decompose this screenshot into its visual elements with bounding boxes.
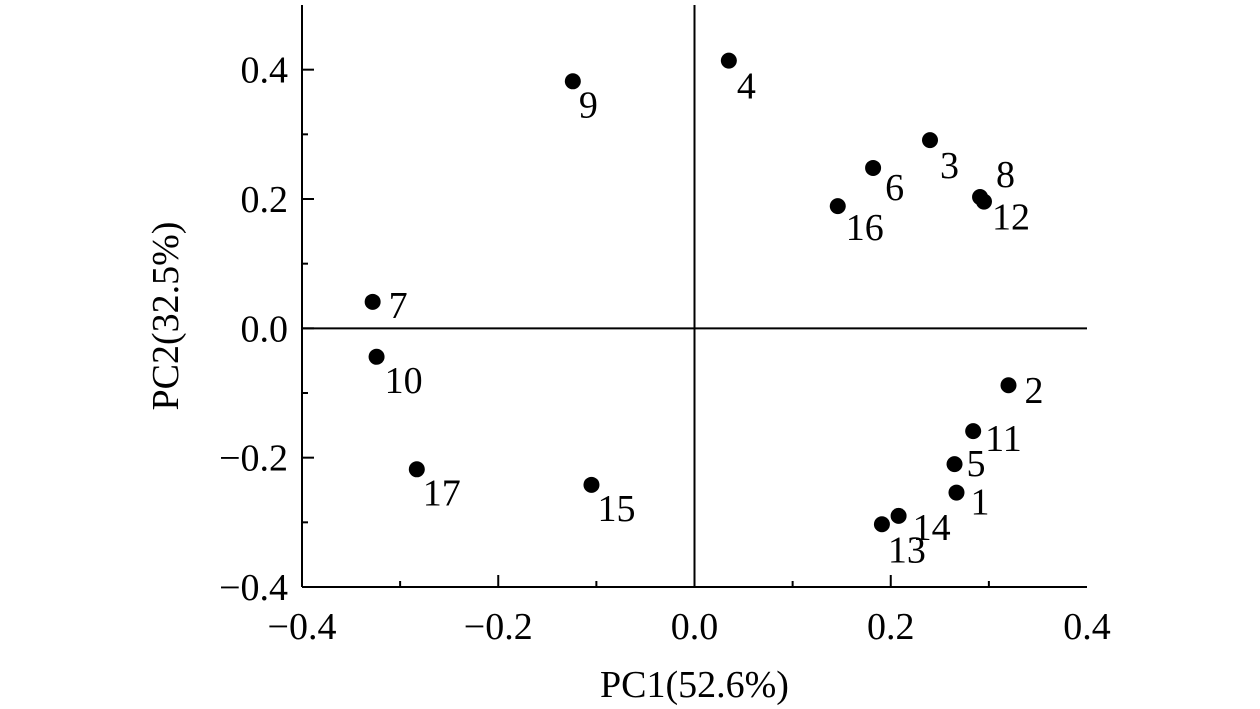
x-tick-label: −0.2 [464, 606, 533, 648]
point-label-14: 14 [913, 507, 951, 549]
data-point-3 [922, 132, 938, 149]
data-point-1 [948, 484, 965, 501]
point-label-3: 3 [940, 145, 959, 187]
y-tick-label: −0.2 [219, 438, 288, 480]
zero-reference-lines [302, 5, 1087, 587]
data-point-6 [865, 159, 882, 176]
point-label-16: 16 [846, 207, 884, 249]
y-tick-label: 0.4 [241, 50, 289, 92]
data-point-5 [946, 456, 963, 473]
x-tick-label: 0.2 [867, 606, 915, 648]
point-label-15: 15 [597, 488, 635, 530]
point-label-9: 9 [579, 84, 598, 126]
x-axis-label: PC1(52.6%) [600, 664, 789, 706]
point-label-11: 11 [985, 418, 1022, 460]
point-label-17: 17 [423, 472, 461, 514]
point-label-10: 10 [385, 360, 423, 402]
data-point-4 [720, 52, 737, 69]
y-tick-label: −0.4 [219, 567, 288, 609]
point-label-2: 2 [1025, 370, 1044, 412]
data-point-2 [1000, 377, 1017, 394]
y-axis-label: PC2(32.5%) [145, 222, 187, 411]
data-point-13 [873, 516, 890, 533]
point-label-7: 7 [389, 285, 408, 327]
data-point-10 [368, 348, 385, 365]
point-label-4: 4 [737, 66, 756, 108]
point-label-6: 6 [885, 167, 904, 209]
y-axis-ticks: −0.4 −0.2 0.0 0.2 0.4 [219, 50, 314, 609]
point-label-12: 12 [992, 197, 1030, 239]
point-label-8: 8 [996, 154, 1015, 196]
x-axis-ticks: −0.4 −0.2 0.0 0.2 0.4 [268, 575, 1111, 648]
data-point-7 [364, 293, 381, 310]
x-tick-label: 0.4 [1063, 606, 1111, 648]
data-point-14 [890, 507, 907, 524]
data-point-17 [408, 461, 425, 478]
data-points [364, 52, 1017, 533]
data-point-16 [829, 198, 846, 215]
data-point-15 [583, 476, 600, 493]
point-label-5: 5 [967, 443, 986, 485]
x-tick-label: −0.4 [268, 606, 337, 648]
point-label-1: 1 [970, 482, 989, 524]
data-point-9 [564, 73, 581, 90]
point-label-13: 13 [888, 529, 926, 571]
y-tick-label: 0.2 [241, 179, 289, 221]
data-point-12 [975, 193, 992, 210]
x-tick-label: 0.0 [671, 606, 719, 648]
y-tick-label: 0.0 [241, 308, 289, 350]
data-point-11 [965, 423, 982, 440]
